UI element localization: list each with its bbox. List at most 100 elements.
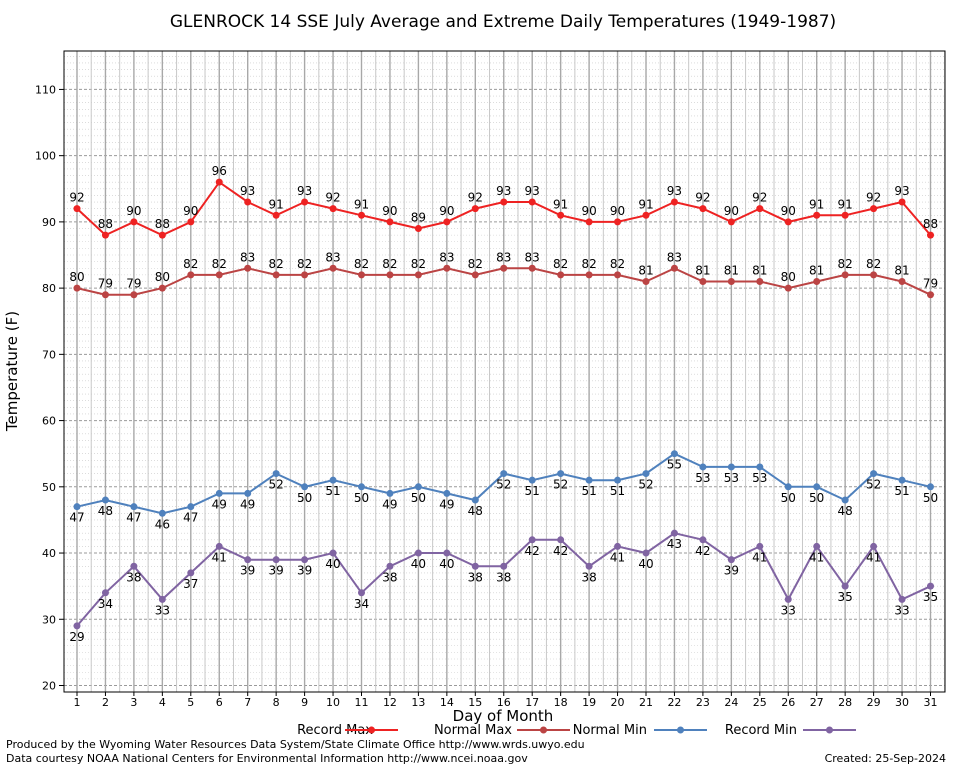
data-point: [528, 198, 536, 206]
x-tick-label: 17: [525, 696, 539, 709]
data-label: 48: [468, 504, 483, 518]
data-label: 90: [724, 204, 739, 218]
y-tick-label: 40: [42, 547, 56, 560]
data-point: [927, 483, 934, 491]
data-label: 90: [610, 204, 625, 218]
data-label: 55: [667, 458, 682, 472]
data-point: [329, 205, 337, 213]
data-point: [101, 496, 109, 504]
data-point: [471, 271, 479, 279]
data-label: 82: [297, 257, 312, 271]
data-point: [215, 271, 223, 279]
data-label: 90: [781, 204, 796, 218]
data-point: [614, 542, 622, 550]
data-label: 52: [553, 478, 568, 492]
data-point: [727, 463, 735, 471]
data-point: [557, 271, 565, 279]
data-point: [358, 483, 365, 491]
data-label: 91: [354, 197, 369, 211]
data-label: 46: [155, 517, 170, 531]
x-tick-label: 20: [611, 696, 625, 709]
data-label: 39: [269, 564, 284, 578]
data-label: 90: [581, 204, 596, 218]
data-label: 92: [325, 191, 340, 205]
data-point: [301, 556, 309, 564]
data-point: [870, 542, 878, 550]
data-label: 88: [98, 217, 113, 231]
data-label: 82: [866, 257, 881, 271]
data-point: [386, 218, 394, 226]
data-point: [585, 271, 593, 279]
series-record-max: 92 88 90 88 90 96 93 91 93 92 91 90 89 90 92 93 93 91 90 90…: [69, 164, 938, 239]
data-label: 93: [240, 184, 255, 198]
data-point: [813, 542, 821, 550]
footer-credit-data: Data courtesy NOAA National Centers for …: [6, 752, 528, 765]
data-point: [101, 589, 109, 597]
y-tick-label: 60: [42, 415, 56, 428]
x-tick-label: 4: [159, 696, 166, 709]
x-tick-label: 12: [383, 696, 397, 709]
x-tick-label: 10: [326, 696, 340, 709]
data-point: [358, 211, 365, 219]
data-label: 43: [667, 537, 682, 551]
data-point: [699, 277, 707, 285]
data-point: [557, 536, 565, 544]
data-label: 49: [439, 497, 454, 511]
data-point: [870, 271, 878, 279]
legend-item-record-min: Record Min: [725, 723, 856, 738]
data-point: [414, 271, 422, 279]
data-point: [670, 198, 678, 206]
data-point: [585, 562, 593, 570]
data-label: 93: [297, 184, 312, 198]
data-point: [358, 271, 365, 279]
data-label: 83: [325, 250, 340, 264]
data-point: [528, 536, 536, 544]
legend-swatch-marker: [368, 726, 375, 734]
data-label: 41: [809, 550, 824, 564]
data-label: 52: [496, 478, 511, 492]
data-label: 92: [752, 191, 767, 205]
x-tick-label: 31: [924, 696, 938, 709]
data-label: 50: [923, 491, 938, 505]
data-point: [130, 562, 138, 570]
x-tick-label: 30: [895, 696, 909, 709]
data-point: [158, 595, 166, 603]
data-label: 82: [581, 257, 596, 271]
data-label: 33: [155, 603, 170, 617]
data-label: 52: [638, 478, 653, 492]
x-tick-label: 9: [301, 696, 308, 709]
data-point: [244, 264, 252, 272]
data-point: [642, 211, 650, 219]
data-label: 38: [126, 570, 141, 584]
data-point: [500, 264, 508, 272]
data-label: 91: [269, 197, 284, 211]
data-point: [443, 218, 451, 226]
data-label: 34: [354, 597, 369, 611]
data-point: [386, 271, 394, 279]
data-point: [73, 205, 81, 213]
data-label: 79: [923, 277, 938, 291]
data-point: [329, 549, 337, 557]
data-point: [642, 277, 650, 285]
legend-label: Record Max: [297, 723, 373, 738]
series-normal-min: 47 48 47 46 47 49 49 52 50 51 50 49 50 49 48 52 51 52 51 51…: [69, 450, 938, 531]
data-label: 51: [325, 484, 340, 498]
data-point: [841, 211, 849, 219]
data-point: [443, 489, 451, 497]
data-label: 92: [69, 191, 84, 205]
x-tick-label: 1: [74, 696, 81, 709]
data-label: 34: [98, 597, 113, 611]
data-label: 52: [269, 478, 284, 492]
x-tick-label: 29: [867, 696, 881, 709]
data-point: [642, 470, 650, 478]
data-label: 41: [866, 550, 881, 564]
data-label: 91: [638, 197, 653, 211]
data-point: [670, 450, 678, 458]
data-label: 93: [667, 184, 682, 198]
data-point: [101, 291, 109, 299]
data-label: 42: [695, 544, 710, 558]
x-tick-label: 5: [187, 696, 194, 709]
legend: Record Max Normal Max Normal Min Record Min: [297, 723, 856, 738]
x-tick-label: 11: [355, 696, 369, 709]
